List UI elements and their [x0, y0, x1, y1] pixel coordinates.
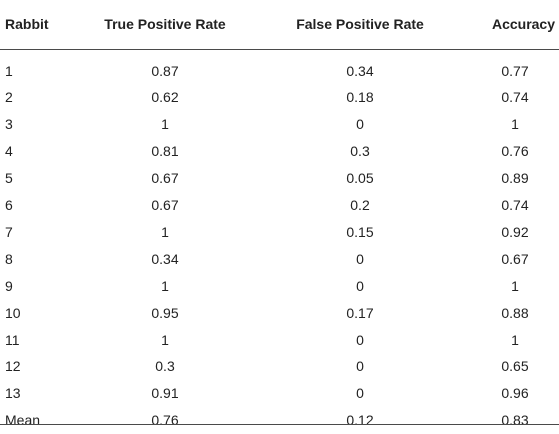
cell-rabbit: 5 — [5, 170, 13, 187]
cell-rabbit: 13 — [5, 385, 21, 402]
cell-false-positive-rate: 0.05 — [346, 170, 374, 187]
header-false-positive-rate: False Positive Rate — [296, 16, 424, 32]
cell-accuracy: 1 — [511, 331, 519, 348]
cell-rabbit: Mean — [5, 412, 41, 429]
cell-true-positive-rate: 1 — [161, 277, 169, 294]
cell-true-positive-rate: 0.34 — [151, 250, 179, 267]
cell-accuracy: 0.92 — [501, 223, 529, 240]
cell-false-positive-rate: 0 — [356, 385, 364, 402]
table-row: 5 0.67 0.05 0.89 — [0, 165, 559, 192]
cell-false-positive-rate: 0 — [356, 250, 364, 267]
cell-rabbit: 12 — [5, 358, 21, 375]
cell-rabbit: 6 — [5, 197, 13, 213]
cell-true-positive-rate: 1 — [161, 331, 169, 348]
table-row: 1 0.87 0.34 0.77 — [0, 57, 559, 84]
cell-accuracy: 0.83 — [501, 412, 529, 429]
cell-false-positive-rate: 0 — [356, 116, 364, 133]
cell-false-positive-rate: 0 — [356, 277, 364, 294]
cell-true-positive-rate: 0.87 — [151, 62, 179, 79]
cell-false-positive-rate: 0.34 — [346, 62, 374, 79]
cell-rabbit: 3 — [5, 116, 13, 133]
cell-accuracy: 1 — [511, 277, 519, 294]
cell-false-positive-rate: 0.15 — [346, 223, 374, 240]
cell-accuracy: 0.77 — [501, 62, 529, 79]
cell-accuracy: 0.74 — [501, 89, 529, 106]
cell-accuracy: 0.76 — [501, 143, 529, 160]
cell-rabbit: 1 — [5, 62, 13, 79]
cell-accuracy: 0.89 — [501, 170, 529, 187]
cell-false-positive-rate: 0 — [356, 358, 364, 375]
cell-true-positive-rate: 0.95 — [151, 304, 179, 321]
cell-false-positive-rate: 0.18 — [346, 89, 374, 106]
cell-true-positive-rate: 0.67 — [151, 170, 179, 187]
table-row-mean: Mean 0.76 0.12 0.83 — [0, 407, 559, 434]
header-rabbit: Rabbit — [5, 16, 49, 32]
table-row: 12 0.3 0 0.65 — [0, 353, 559, 380]
cell-true-positive-rate: 0.91 — [151, 385, 179, 402]
table-row: 7 1 0.15 0.92 — [0, 218, 559, 245]
cell-rabbit: 7 — [5, 223, 13, 240]
cell-accuracy: 0.74 — [501, 197, 529, 213]
cell-true-positive-rate: 0.81 — [151, 143, 179, 160]
table-row: 2 0.62 0.18 0.74 — [0, 84, 559, 111]
cell-true-positive-rate: 0.62 — [151, 89, 179, 106]
header-accuracy: Accuracy — [491, 16, 555, 32]
table-row: 4 0.81 0.3 0.76 — [0, 138, 559, 165]
table-row: 8 0.34 0 0.67 — [0, 245, 559, 272]
cell-true-positive-rate: 1 — [161, 223, 169, 240]
cell-rabbit: 11 — [5, 331, 20, 348]
cell-rabbit: 2 — [5, 89, 13, 106]
cell-false-positive-rate: 0.17 — [346, 304, 374, 321]
header-true-positive-rate: True Positive Rate — [104, 16, 226, 32]
table-bottom-rule — [0, 424, 559, 425]
table-row: 6 0.67 0.2 0.74 — [0, 192, 559, 219]
table-row: 9 1 0 1 — [0, 272, 559, 299]
cell-false-positive-rate: 0.3 — [350, 143, 370, 160]
table-row: 3 1 0 1 — [0, 111, 559, 138]
cell-true-positive-rate: 0.3 — [155, 358, 175, 375]
table-row: 13 0.91 0 0.96 — [0, 380, 559, 407]
cell-true-positive-rate: 0.76 — [151, 412, 179, 429]
cell-accuracy: 0.65 — [501, 358, 529, 375]
cell-accuracy: 0.67 — [501, 250, 529, 267]
cell-accuracy: 1 — [511, 116, 519, 133]
cell-accuracy: 0.88 — [501, 304, 529, 321]
cell-rabbit: 8 — [5, 250, 13, 267]
table-row: 11 1 0 1 — [0, 326, 559, 353]
table-row: 10 0.95 0.17 0.88 — [0, 299, 559, 326]
cell-rabbit: 10 — [5, 304, 21, 321]
cell-false-positive-rate: 0.2 — [350, 197, 370, 213]
cell-true-positive-rate: 1 — [161, 116, 169, 133]
cell-true-positive-rate: 0.67 — [151, 197, 179, 213]
cell-false-positive-rate: 0 — [356, 331, 364, 348]
cell-rabbit: 4 — [5, 143, 13, 160]
cell-false-positive-rate: 0.12 — [346, 412, 374, 429]
cell-accuracy: 0.96 — [501, 385, 529, 402]
table-header-row: Rabbit True Positive Rate False Positive… — [0, 0, 559, 50]
cell-rabbit: 9 — [5, 277, 13, 294]
